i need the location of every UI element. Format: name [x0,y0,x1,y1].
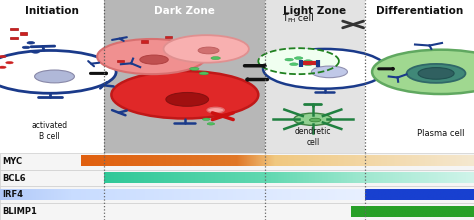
Bar [0,153,474,170]
Circle shape [0,50,116,93]
Circle shape [202,118,210,121]
Text: Initiation: Initiation [25,6,79,16]
Circle shape [6,61,13,64]
Circle shape [111,71,258,119]
Bar [20,32,27,35]
Bar [141,40,148,42]
Circle shape [22,46,30,49]
Circle shape [263,49,386,89]
Text: Differentiation: Differentiation [376,6,463,16]
Bar [0,203,474,220]
Circle shape [140,55,168,64]
Circle shape [285,58,293,61]
Circle shape [207,123,215,125]
Text: BCL6: BCL6 [2,174,26,183]
Polygon shape [258,48,339,74]
Circle shape [294,113,332,125]
Circle shape [199,72,209,75]
Circle shape [304,63,312,66]
Circle shape [164,35,249,63]
Text: T: T [282,14,287,23]
Bar [10,28,18,30]
Circle shape [304,60,312,62]
Bar [10,37,18,39]
Text: BLIMP1: BLIMP1 [2,207,37,216]
Bar [0,186,474,203]
Circle shape [0,55,6,58]
Circle shape [32,51,39,53]
Circle shape [97,39,206,74]
Text: Dark Zone: Dark Zone [154,6,215,16]
Text: cell: cell [295,14,314,23]
Circle shape [166,92,209,106]
Circle shape [290,63,298,66]
Circle shape [198,47,219,54]
Bar [104,0,265,153]
Text: Light Zone: Light Zone [283,6,346,16]
Circle shape [207,107,224,113]
Circle shape [407,64,465,83]
Circle shape [211,57,220,60]
Text: FH: FH [287,18,296,23]
Bar [0,170,474,186]
Circle shape [294,57,303,59]
Circle shape [35,70,74,83]
Text: IRF4: IRF4 [2,190,23,199]
Circle shape [372,50,474,94]
Bar [265,0,365,153]
Circle shape [27,42,35,44]
Circle shape [0,66,6,68]
Text: Plasma cell: Plasma cell [417,129,465,138]
Text: MYC: MYC [2,157,22,166]
Circle shape [311,66,347,78]
Circle shape [418,68,454,79]
Text: activated
B cell: activated B cell [32,121,68,141]
Text: dendretic
cell: dendretic cell [294,127,331,147]
Circle shape [310,118,321,122]
Circle shape [190,67,199,70]
Bar [165,36,172,38]
Bar [365,0,474,153]
Bar [117,60,124,62]
Bar [0,0,104,153]
